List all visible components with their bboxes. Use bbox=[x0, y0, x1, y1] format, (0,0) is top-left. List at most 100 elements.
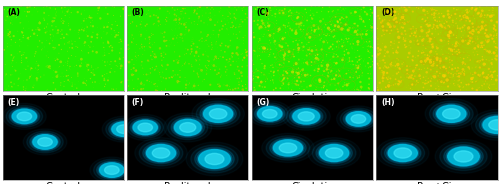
Ellipse shape bbox=[489, 120, 500, 130]
Point bbox=[278, 9, 286, 12]
Point bbox=[354, 66, 362, 69]
Point bbox=[320, 29, 328, 32]
Point bbox=[58, 6, 66, 9]
Point bbox=[206, 15, 214, 17]
Point bbox=[465, 54, 473, 57]
Point bbox=[418, 49, 426, 52]
Point bbox=[413, 64, 421, 67]
Point bbox=[324, 10, 332, 13]
Point bbox=[350, 36, 358, 39]
Point bbox=[272, 22, 280, 25]
Point bbox=[217, 49, 225, 52]
Point bbox=[26, 75, 34, 78]
Point bbox=[472, 37, 480, 40]
Point bbox=[303, 43, 311, 46]
Ellipse shape bbox=[252, 103, 288, 125]
Point bbox=[352, 6, 360, 9]
Point bbox=[306, 14, 314, 17]
Point bbox=[4, 15, 12, 18]
Point bbox=[395, 62, 403, 65]
Point bbox=[460, 72, 468, 75]
Point bbox=[172, 24, 179, 26]
Point bbox=[418, 6, 426, 9]
Point bbox=[224, 61, 232, 64]
Point bbox=[57, 75, 65, 78]
Point bbox=[358, 19, 366, 22]
Point bbox=[162, 53, 170, 56]
Point bbox=[490, 28, 498, 31]
Point bbox=[218, 28, 226, 31]
Point bbox=[422, 35, 430, 38]
Point bbox=[234, 46, 241, 49]
Point bbox=[144, 12, 152, 15]
Ellipse shape bbox=[133, 120, 158, 135]
Point bbox=[432, 12, 440, 15]
Point bbox=[431, 72, 439, 75]
Point bbox=[428, 13, 436, 16]
Point bbox=[422, 19, 430, 22]
Point bbox=[104, 42, 112, 45]
Point bbox=[143, 79, 151, 82]
Point bbox=[308, 21, 316, 24]
Point bbox=[332, 62, 340, 65]
Point bbox=[214, 57, 222, 60]
Point bbox=[11, 68, 19, 71]
Point bbox=[343, 84, 351, 86]
Point bbox=[68, 81, 76, 84]
Point bbox=[334, 21, 342, 24]
Point bbox=[426, 59, 434, 62]
Point bbox=[340, 27, 347, 30]
Point bbox=[432, 50, 440, 53]
Point bbox=[294, 84, 302, 86]
Point bbox=[275, 79, 283, 82]
Ellipse shape bbox=[254, 105, 285, 123]
Point bbox=[180, 23, 188, 26]
Point bbox=[368, 54, 376, 57]
Point bbox=[454, 72, 462, 75]
Point bbox=[461, 13, 469, 16]
Point bbox=[84, 51, 92, 54]
Point bbox=[353, 88, 361, 91]
Ellipse shape bbox=[446, 146, 481, 167]
Point bbox=[449, 21, 457, 24]
Point bbox=[103, 31, 111, 34]
Point bbox=[456, 56, 464, 59]
Point bbox=[390, 84, 398, 86]
Point bbox=[416, 74, 424, 77]
Point bbox=[429, 64, 437, 67]
Point bbox=[358, 6, 366, 8]
Point bbox=[282, 26, 290, 29]
Point bbox=[467, 37, 475, 40]
Point bbox=[166, 39, 174, 42]
Point bbox=[293, 17, 301, 20]
Point bbox=[312, 28, 320, 31]
Point bbox=[440, 75, 448, 78]
Point bbox=[256, 54, 264, 57]
Point bbox=[218, 20, 226, 23]
Point bbox=[94, 12, 102, 15]
Point bbox=[384, 66, 392, 69]
Point bbox=[400, 61, 407, 64]
Point bbox=[73, 87, 81, 90]
Point bbox=[160, 56, 168, 59]
Point bbox=[356, 18, 364, 21]
Point bbox=[152, 68, 160, 70]
Point bbox=[434, 13, 442, 16]
Point bbox=[84, 35, 92, 38]
Point bbox=[304, 49, 312, 52]
Point bbox=[232, 47, 240, 50]
Point bbox=[282, 31, 290, 34]
Point bbox=[205, 60, 213, 63]
Point bbox=[178, 10, 186, 13]
Point bbox=[394, 51, 402, 54]
Point bbox=[222, 23, 230, 26]
Point bbox=[266, 66, 274, 69]
Point bbox=[304, 55, 312, 58]
Point bbox=[481, 88, 489, 91]
Point bbox=[446, 66, 454, 69]
Point bbox=[340, 13, 348, 16]
Point bbox=[482, 16, 490, 19]
Point bbox=[10, 35, 18, 38]
Point bbox=[466, 37, 474, 40]
Point bbox=[242, 83, 250, 86]
